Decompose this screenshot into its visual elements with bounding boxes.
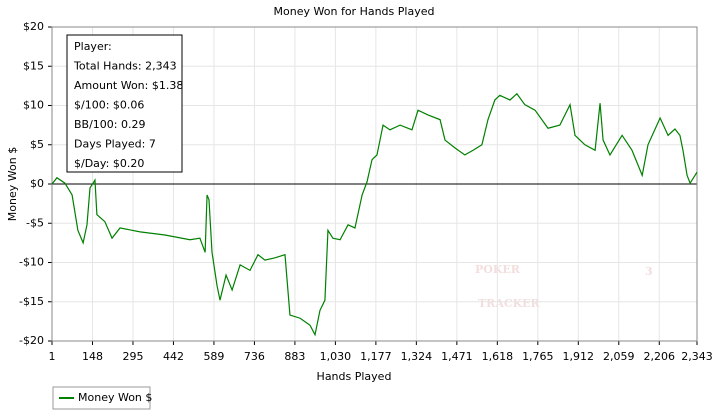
info-text: BB/100: 0.29: [74, 118, 146, 131]
info-text: Total Hands: 2,343: [73, 60, 177, 73]
x-axis-title: Hands Played: [317, 370, 392, 383]
data-line: [51, 92, 698, 337]
watermark: TRACKER: [478, 297, 541, 310]
x-tick-label: 295: [122, 350, 143, 363]
x-tick-label: 883: [284, 350, 305, 363]
x-tick-label: 1,765: [522, 350, 554, 363]
x-tick-label: 589: [203, 350, 224, 363]
y-tick-label: -$10: [19, 256, 44, 269]
x-tick-label: 736: [244, 350, 265, 363]
x-tick-label: 2,059: [603, 350, 635, 363]
x-tick-label: 2,206: [644, 350, 676, 363]
x-tick-label: 1,618: [482, 350, 514, 363]
x-tick-label: 1,324: [401, 350, 433, 363]
x-tick-label: 148: [82, 350, 103, 363]
x-tick-label: 442: [163, 350, 184, 363]
y-tick-label: $20: [23, 20, 44, 33]
y-tick-label: -$15: [19, 295, 44, 308]
x-tick-label: 1,030: [320, 350, 352, 363]
y-tick-label: -$20: [19, 334, 44, 347]
y-tick-label: $5: [30, 138, 44, 151]
watermark: 3: [645, 265, 653, 278]
watermark: POKER: [475, 263, 521, 276]
x-tick-label: 1,177: [360, 350, 392, 363]
x-tick-label: 1: [49, 350, 56, 363]
info-text: Player:: [74, 40, 112, 53]
y-tick-label: $15: [23, 59, 44, 72]
info-text: Amount Won: $1.38: [74, 79, 183, 92]
y-tick-label: $10: [23, 99, 44, 112]
y-tick-label: -$5: [26, 216, 44, 229]
info-text: $/Day: $0.20: [74, 157, 144, 170]
y-tick-label: $0: [30, 177, 44, 190]
x-tick-label: 2,343: [681, 350, 713, 363]
info-text: Days Played: 7: [74, 138, 156, 151]
info-text: $/100: $0.06: [74, 99, 144, 112]
y-axis-title: Money Won $: [6, 147, 19, 221]
x-tick-label: 1,912: [563, 350, 595, 363]
legend-box: [52, 386, 151, 410]
chart-title: Money Won for Hands Played: [274, 5, 435, 18]
legend-label: Money Won $: [78, 391, 152, 404]
x-tick-label: 1,471: [441, 350, 473, 363]
info-box: [66, 34, 183, 173]
